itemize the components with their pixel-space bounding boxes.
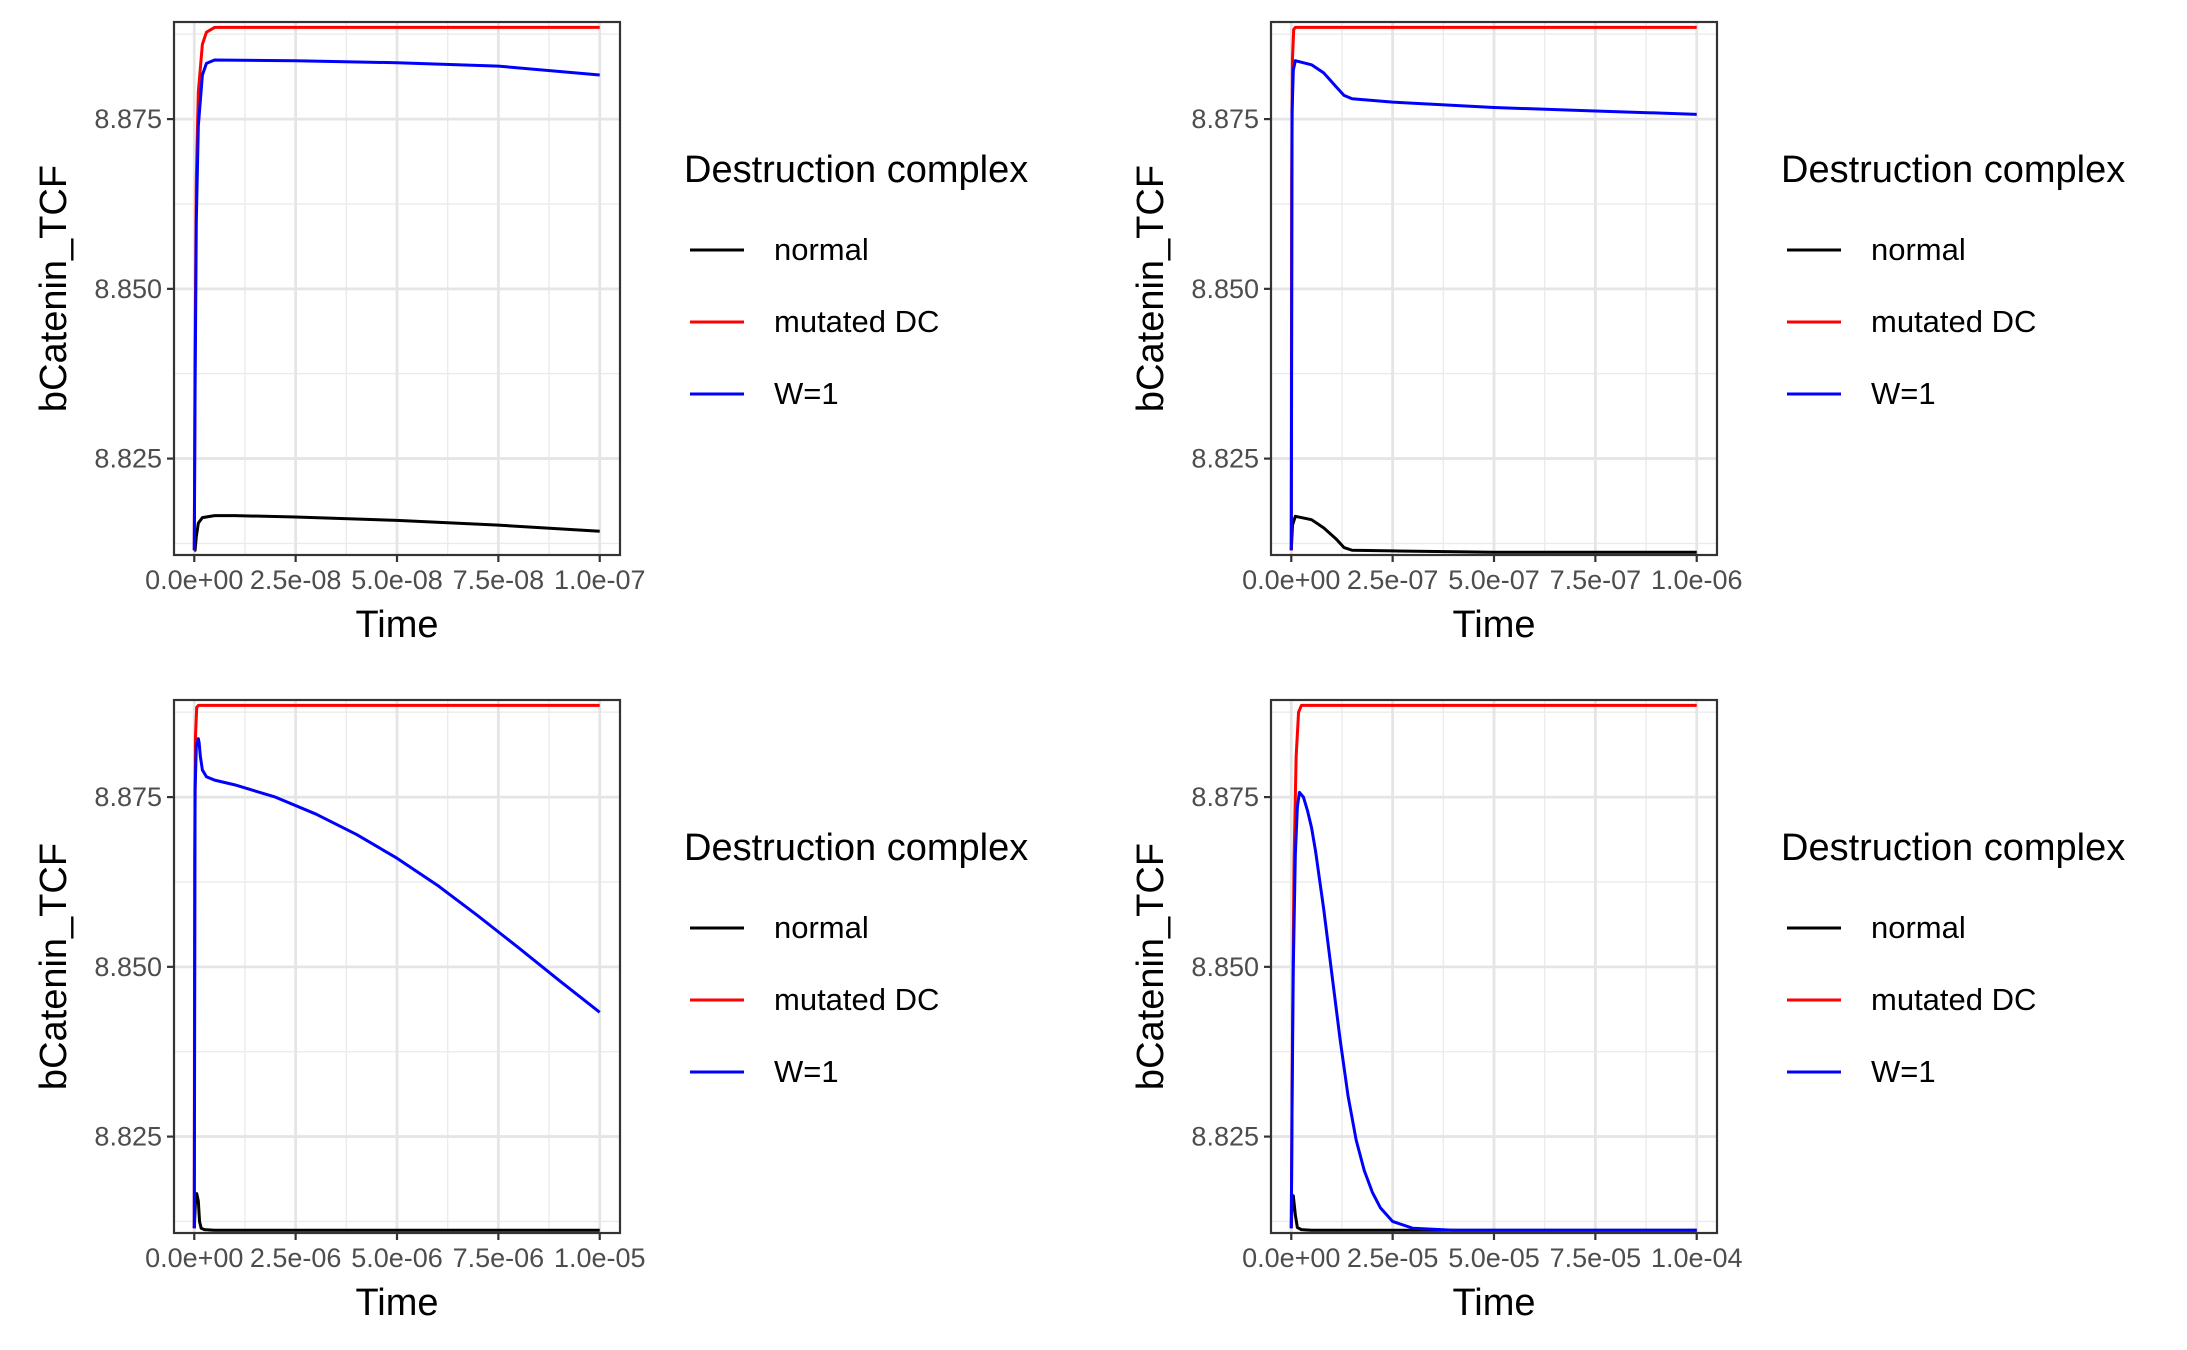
y-tick-label: 8.825: [94, 1122, 162, 1152]
legend-label: normal: [774, 910, 869, 945]
y-tick-label: 8.825: [1191, 444, 1259, 474]
x-tick-label: 7.5e-07: [1550, 565, 1642, 595]
y-tick-label: 8.850: [94, 952, 162, 982]
x-tick-label: 5.0e-06: [351, 1243, 443, 1273]
legend: Destruction complex normal mutated DC W=1: [684, 149, 1028, 411]
chart-panel-3: 0.0e+00 2.5e-06 5.0e-06 7.5e-06 1.0e-05 8.825…: [33, 698, 1028, 1324]
legend-title: Destruction complex: [1781, 149, 2125, 191]
y-tick-label: 8.825: [1191, 1122, 1259, 1152]
legend-label: mutated DC: [1871, 304, 2036, 339]
series-line-normal: [1289, 514, 1697, 554]
legend-label: normal: [1871, 910, 1966, 945]
x-tick-label: 5.0e-05: [1448, 1243, 1540, 1273]
x-tick-label: 0.0e+00: [145, 565, 243, 595]
legend-title: Destruction complex: [684, 827, 1028, 869]
x-axis-title: Time: [355, 1282, 438, 1324]
legend-title: Destruction complex: [684, 149, 1028, 191]
x-tick-label: 5.0e-07: [1448, 565, 1540, 595]
x-tick-label: 1.0e-06: [1651, 565, 1743, 595]
x-tick-label: 0.0e+00: [145, 1243, 243, 1273]
legend-label: mutated DC: [1871, 982, 2036, 1017]
chart-panel-4: 0.0e+00 2.5e-05 5.0e-05 7.5e-05 1.0e-04 8.825…: [1130, 698, 2125, 1324]
legend-label: normal: [774, 232, 869, 267]
x-tick-label: 0.0e+00: [1242, 565, 1340, 595]
y-tick-label: 8.875: [94, 104, 162, 134]
legend-label: W=1: [1871, 1054, 1936, 1089]
legend-label: mutated DC: [774, 982, 939, 1017]
series-line-w-1: [192, 58, 600, 551]
y-tick-label: 8.850: [1191, 274, 1259, 304]
y-tick-label: 8.875: [1191, 104, 1259, 134]
legend-label: W=1: [1871, 376, 1936, 411]
y-tick-label: 8.875: [1191, 782, 1259, 812]
series-line-normal: [193, 514, 600, 552]
series-line-normal: [192, 1192, 600, 1232]
x-tick-label: 1.0e-05: [554, 1243, 646, 1273]
y-tick-label: 8.825: [94, 444, 162, 474]
x-axis-title: Time: [1452, 604, 1535, 646]
y-tick-label: 8.850: [1191, 952, 1259, 982]
chart-panel-1: 0.0e+00 2.5e-08 5.0e-08 7.5e-08 1.0e-07 8.825…: [33, 20, 1028, 646]
x-axis-title: Time: [355, 604, 438, 646]
legend: Destruction complex normal mutated DC W=1: [1781, 149, 2125, 411]
y-axis-title: bCatenin_TCF: [33, 843, 75, 1090]
x-tick-label: 7.5e-05: [1550, 1243, 1642, 1273]
legend-label: mutated DC: [774, 304, 939, 339]
x-tick-label: 2.5e-08: [250, 565, 342, 595]
legend: Destruction complex normal mutated DC W=1: [1781, 827, 2125, 1089]
legend-label: normal: [1871, 232, 1966, 267]
y-tick-label: 8.850: [94, 274, 162, 304]
x-tick-label: 5.0e-08: [351, 565, 443, 595]
x-tick-label: 2.5e-05: [1347, 1243, 1439, 1273]
x-tick-label: 0.0e+00: [1242, 1243, 1340, 1273]
legend-label: W=1: [774, 1054, 839, 1089]
y-tick-label: 8.875: [94, 782, 162, 812]
x-axis-title: Time: [1452, 1282, 1535, 1324]
y-axis-title: bCatenin_TCF: [1130, 165, 1172, 412]
legend-label: W=1: [774, 376, 839, 411]
y-axis-title: bCatenin_TCF: [33, 165, 75, 412]
series-line-w-1: [1289, 790, 1697, 1232]
x-tick-label: 2.5e-07: [1347, 565, 1439, 595]
legend-title: Destruction complex: [1781, 827, 2125, 869]
x-tick-label: 2.5e-06: [250, 1243, 342, 1273]
series-line-w-1: [192, 737, 601, 1229]
x-tick-label: 7.5e-08: [453, 565, 545, 595]
chart-panel-2: 0.0e+00 2.5e-07 5.0e-07 7.5e-07 1.0e-06 8.825…: [1130, 20, 2125, 646]
y-axis-title: bCatenin_TCF: [1130, 843, 1172, 1090]
x-tick-label: 1.0e-07: [554, 565, 646, 595]
legend: Destruction complex normal mutated DC W=1: [684, 827, 1028, 1089]
x-tick-label: 1.0e-04: [1651, 1243, 1743, 1273]
series-line-w-1: [1289, 59, 1697, 551]
x-tick-label: 7.5e-06: [453, 1243, 545, 1273]
